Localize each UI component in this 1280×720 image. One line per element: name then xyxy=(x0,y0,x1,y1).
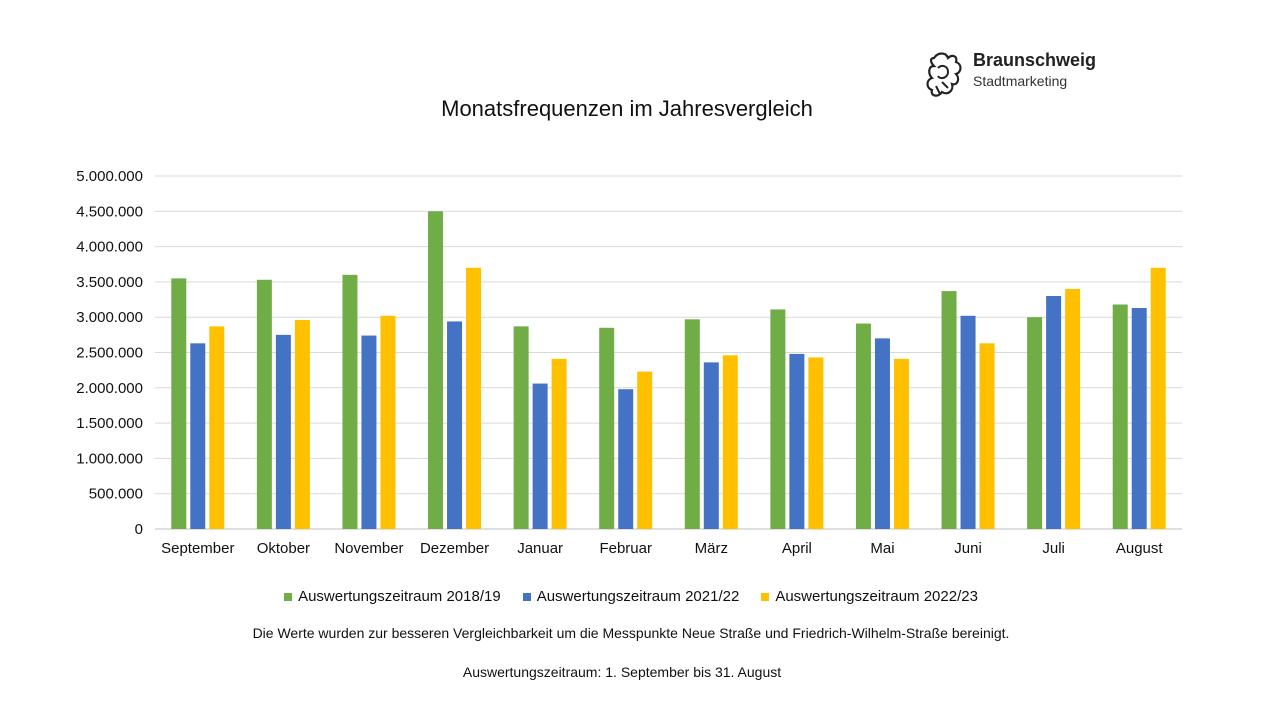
x-tick-label: Februar xyxy=(599,540,652,557)
grid-lines xyxy=(155,175,1182,530)
bar xyxy=(342,274,358,529)
legend-label: Auswertungszeitraum 2022/23 xyxy=(775,588,978,605)
y-tick-label: 1.500.000 xyxy=(76,415,143,432)
period-note: Auswertungszeitraum: 1. September bis 31… xyxy=(462,664,782,680)
bar xyxy=(513,326,529,529)
x-tick-label: Juli xyxy=(1042,540,1065,557)
y-tick-label: 5.000.000 xyxy=(76,168,143,185)
y-tick-label: 0 xyxy=(135,521,143,538)
y-tick-label: 1.000.000 xyxy=(76,450,143,467)
bar xyxy=(428,211,444,530)
lion-icon xyxy=(926,52,962,97)
bar xyxy=(1046,296,1062,529)
bar xyxy=(855,323,871,529)
bar xyxy=(789,353,805,529)
bar xyxy=(960,315,976,529)
bar xyxy=(1131,308,1147,529)
bar xyxy=(380,315,396,529)
y-tick-label: 2.000.000 xyxy=(76,380,143,397)
footnote: Die Werte wurden zur besseren Vergleichb… xyxy=(252,625,1010,641)
legend-swatch xyxy=(761,592,770,601)
bar xyxy=(979,343,995,529)
x-tick-label: Mai xyxy=(870,540,894,557)
bar xyxy=(1150,267,1166,529)
bar xyxy=(190,343,206,529)
legend-item: Auswertungszeitraum 2022/23 xyxy=(761,588,978,605)
x-axis-tick-labels: September Oktober November Dezember Januar Fe… xyxy=(161,540,1163,557)
logo-subtitle: Stadtmarketing xyxy=(973,73,1068,89)
x-tick-label: März xyxy=(695,540,728,557)
bar xyxy=(722,355,738,529)
x-tick-label: August xyxy=(1116,540,1164,557)
y-tick-label: 3.500.000 xyxy=(76,274,143,291)
bar xyxy=(551,358,567,529)
bar xyxy=(618,389,634,529)
y-tick-label: 3.000.000 xyxy=(76,309,143,326)
logo-name: Braunschweig xyxy=(973,50,1097,70)
bar xyxy=(1065,288,1081,529)
legend-label: Auswertungszeitraum 2021/22 xyxy=(536,588,740,605)
x-tick-label: Oktober xyxy=(257,540,310,557)
bar xyxy=(171,278,187,529)
x-tick-label: April xyxy=(782,540,812,557)
bar xyxy=(808,357,824,529)
bar xyxy=(684,319,700,529)
legend-swatch xyxy=(284,592,293,601)
braunschweig-logo: Braunschweig Stadtmarketing xyxy=(926,50,1126,102)
bar xyxy=(447,321,463,529)
y-tick-label: 4.500.000 xyxy=(76,203,143,220)
chart-title: Monatsfrequenzen im Jahresvergleich xyxy=(441,96,813,121)
bars xyxy=(171,211,1166,530)
bar xyxy=(874,338,890,529)
bar xyxy=(770,309,786,529)
bar xyxy=(599,327,615,529)
y-tick-label: 500.000 xyxy=(89,486,143,503)
bar xyxy=(466,267,482,529)
x-tick-label: September xyxy=(161,540,234,557)
legend-item: Auswertungszeitraum 2018/19 xyxy=(284,588,501,605)
x-tick-label: Dezember xyxy=(420,540,489,557)
y-axis-tick-labels: 0 500.000 1.000.000 1.500.000 2.000.000 2.500… xyxy=(76,168,143,538)
bar xyxy=(1027,317,1043,529)
legend-item: Auswertungszeitraum 2021/22 xyxy=(522,588,740,605)
legend-label: Auswertungszeitraum 2018/19 xyxy=(298,588,501,605)
legend: Auswertungszeitraum 2018/19 Auswertungsz… xyxy=(0,588,1262,605)
bar xyxy=(256,279,272,529)
bar xyxy=(209,326,225,529)
bar xyxy=(275,334,291,529)
x-tick-label: Juni xyxy=(954,540,982,557)
bar xyxy=(637,371,653,529)
y-tick-label: 2.500.000 xyxy=(76,345,143,362)
legend-swatch xyxy=(522,592,531,601)
bar xyxy=(1112,304,1128,529)
bar xyxy=(893,358,909,529)
x-tick-label: Januar xyxy=(517,540,563,557)
x-tick-label: November xyxy=(334,540,403,557)
y-tick-label: 4.000.000 xyxy=(76,239,143,256)
bar xyxy=(361,335,377,529)
bar xyxy=(703,362,719,529)
bar xyxy=(941,291,957,529)
bar xyxy=(532,383,548,529)
bar xyxy=(294,320,310,529)
